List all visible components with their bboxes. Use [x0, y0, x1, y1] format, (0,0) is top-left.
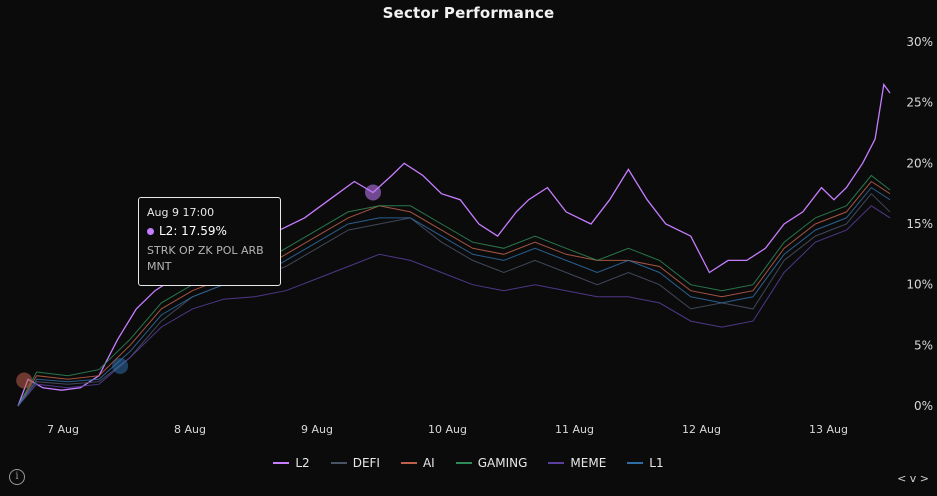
- series-markers: [16, 184, 382, 389]
- legend-swatch: [330, 462, 347, 464]
- series-lines: [17, 82, 891, 407]
- chart-title: Sector Performance: [382, 4, 555, 22]
- y-tick-label: 5%: [914, 338, 933, 352]
- legend-swatch: [273, 462, 290, 464]
- hover-marker-l2: [365, 184, 382, 201]
- series-line-meme[interactable]: [17, 205, 891, 407]
- legend-label: L1: [649, 456, 664, 470]
- x-axis: 7 Aug 8 Aug 9 Aug 10 Aug 11 Aug 12 Aug 13 Aug: [47, 423, 848, 436]
- tooltip-time: Aug 9 17:00: [147, 206, 215, 219]
- x-tick-label: 13 Aug: [809, 423, 848, 436]
- y-tick-label: 10%: [906, 278, 933, 292]
- x-tick-label: 11 Aug: [555, 423, 594, 436]
- legend-swatch: [627, 462, 644, 464]
- series-line-defi[interactable]: [17, 192, 891, 407]
- y-tick-label: 30%: [906, 35, 933, 49]
- legend-label: MEME: [570, 456, 607, 470]
- legend-swatch: [400, 462, 417, 464]
- legend-label: L2: [295, 456, 310, 470]
- legend-item-gaming[interactable]: GAMING: [455, 456, 528, 470]
- hover-marker-l1: [112, 357, 129, 374]
- legend-label: AI: [422, 456, 435, 470]
- y-tick-label: 15%: [906, 217, 933, 231]
- series-line-ai[interactable]: [17, 180, 891, 407]
- info-icon[interactable]: i: [9, 469, 25, 485]
- tooltip-members-line1: STRK OP ZK POL ARB: [147, 244, 264, 257]
- tooltip-members: STRK OP ZK POL ARB MNT: [147, 243, 272, 275]
- legend-item-l2[interactable]: L2: [273, 456, 310, 470]
- series-line-l2[interactable]: [17, 82, 891, 407]
- tooltip-members-line2: MNT: [147, 260, 172, 273]
- legend-item-meme[interactable]: MEME: [548, 456, 606, 470]
- legend-label: GAMING: [477, 456, 528, 470]
- legend-item-l1[interactable]: L1: [627, 456, 664, 470]
- legend-item-defi[interactable]: DEFI: [330, 456, 380, 470]
- x-tick-label: 10 Aug: [428, 423, 467, 436]
- legend-label: DEFI: [352, 456, 380, 470]
- series-line-gaming[interactable]: [17, 174, 891, 407]
- chart-legend: L2 DEFI AI GAMING MEME L1: [0, 456, 937, 470]
- y-tick-label: 25%: [906, 96, 933, 110]
- legend-swatch: [548, 462, 565, 464]
- x-tick-label: 7 Aug: [47, 423, 79, 436]
- x-tick-label: 8 Aug: [174, 423, 206, 436]
- x-tick-label: 9 Aug: [301, 423, 333, 436]
- tooltip-dot-icon: [147, 227, 154, 235]
- y-tick-label: 0%: [914, 399, 933, 413]
- hover-tooltip: Aug 9 17:00 L2: 17.59% STRK OP ZK POL AR…: [138, 197, 281, 286]
- x-tick-label: 12 Aug: [682, 423, 721, 436]
- legend-swatch: [455, 462, 472, 464]
- legend-item-ai[interactable]: AI: [400, 456, 435, 470]
- tooltip-value: L2: 17.59%: [159, 224, 227, 238]
- y-axis: 0% 5% 10% 15% 20% 25% 30%: [906, 35, 933, 413]
- y-tick-label: 20%: [906, 156, 933, 170]
- hover-marker-ai: [16, 372, 33, 389]
- series-line-l1[interactable]: [17, 186, 891, 407]
- legend-pagination[interactable]: < v >: [897, 472, 929, 485]
- tooltip-value-row: L2: 17.59%: [147, 224, 272, 238]
